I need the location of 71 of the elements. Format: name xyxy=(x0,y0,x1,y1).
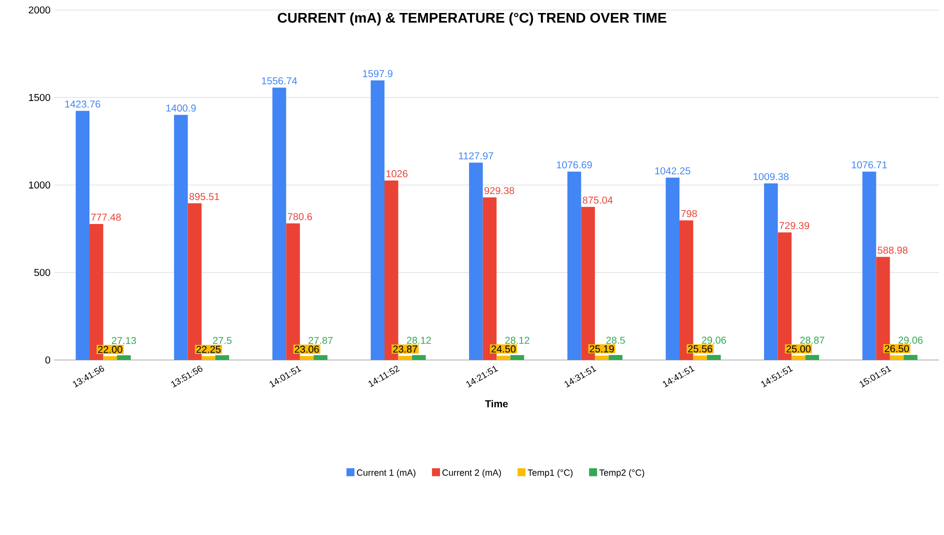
data-label: 1127.97 xyxy=(459,152,494,160)
data-label: 25.00 xyxy=(786,345,811,352)
data-label: 24.50 xyxy=(491,345,516,353)
legend-label: Current 1 (mA) xyxy=(356,469,416,478)
data-label: 29.06 xyxy=(702,336,726,344)
data-label: 1423.76 xyxy=(65,100,100,108)
bar xyxy=(76,110,90,360)
legend-label: Temp1 (°C) xyxy=(528,469,573,478)
y-tick-label: 0 xyxy=(45,356,50,364)
data-label: 1597.9 xyxy=(363,70,392,78)
data-label: 22.25 xyxy=(196,346,221,353)
data-label: 1076.71 xyxy=(852,161,887,168)
data-label: 27.5 xyxy=(213,336,232,344)
data-label: 798 xyxy=(681,210,697,218)
data-label: 1076.69 xyxy=(556,161,592,168)
data-label: 28.12 xyxy=(505,336,530,344)
data-label: 23.87 xyxy=(393,346,418,353)
bar xyxy=(174,114,188,360)
bar xyxy=(792,356,806,360)
data-label: 22.00 xyxy=(98,346,122,353)
data-label: 27.87 xyxy=(308,336,333,344)
data-label: 777.48 xyxy=(91,214,121,221)
bar xyxy=(594,356,609,360)
bar xyxy=(469,162,483,360)
data-label: 28.5 xyxy=(606,336,625,344)
bar xyxy=(862,172,876,360)
bar xyxy=(117,355,131,360)
data-label: 27.13 xyxy=(112,336,136,344)
bar xyxy=(215,355,230,360)
data-label: 1009.38 xyxy=(754,173,789,180)
legend-label: Current 2 (mA) xyxy=(442,469,501,478)
bar xyxy=(805,354,820,360)
y-tick-label: 500 xyxy=(34,268,50,276)
data-label: 25.19 xyxy=(590,345,614,352)
bar xyxy=(103,356,118,360)
bar xyxy=(707,354,721,360)
legend-label: Temp2 (°C) xyxy=(599,469,644,478)
bar xyxy=(202,356,216,360)
bar xyxy=(412,355,426,360)
data-label: 588.98 xyxy=(878,246,908,254)
data-label: 1400.9 xyxy=(166,104,196,112)
y-tick-label: 1000 xyxy=(29,181,50,189)
chart-title: CURRENT (mA) & TEMPERATURE (°C) TREND OVER TIME xyxy=(278,12,666,26)
data-label: 1042.25 xyxy=(655,167,690,174)
data-label: 23.06 xyxy=(294,346,319,353)
bar xyxy=(496,356,510,360)
data-label: 780.6 xyxy=(288,213,312,220)
y-tick-label: 2000 xyxy=(28,6,50,14)
data-label: 26.50 xyxy=(884,345,909,352)
x-axis-title: Time xyxy=(485,400,508,408)
bar xyxy=(608,355,622,360)
bar xyxy=(370,80,384,360)
bar xyxy=(666,178,680,360)
data-label: 895.51 xyxy=(189,193,220,200)
bar xyxy=(314,355,328,360)
bar xyxy=(904,354,918,360)
bar xyxy=(510,355,524,360)
data-label: 729.39 xyxy=(780,222,810,230)
data-label: 875.04 xyxy=(582,196,613,204)
bar xyxy=(567,172,582,360)
data-label: 29.06 xyxy=(898,336,923,344)
data-label: 28.87 xyxy=(800,336,824,344)
data-label: 28.12 xyxy=(406,336,431,344)
data-label: 25.56 xyxy=(688,345,712,352)
bar xyxy=(764,183,778,360)
y-tick-label: 1500 xyxy=(29,94,50,102)
bar xyxy=(272,88,286,360)
data-label: 1556.74 xyxy=(262,77,298,84)
data-label: 1026 xyxy=(386,170,408,178)
data-label: 929.38 xyxy=(484,187,514,194)
bar xyxy=(693,356,708,360)
